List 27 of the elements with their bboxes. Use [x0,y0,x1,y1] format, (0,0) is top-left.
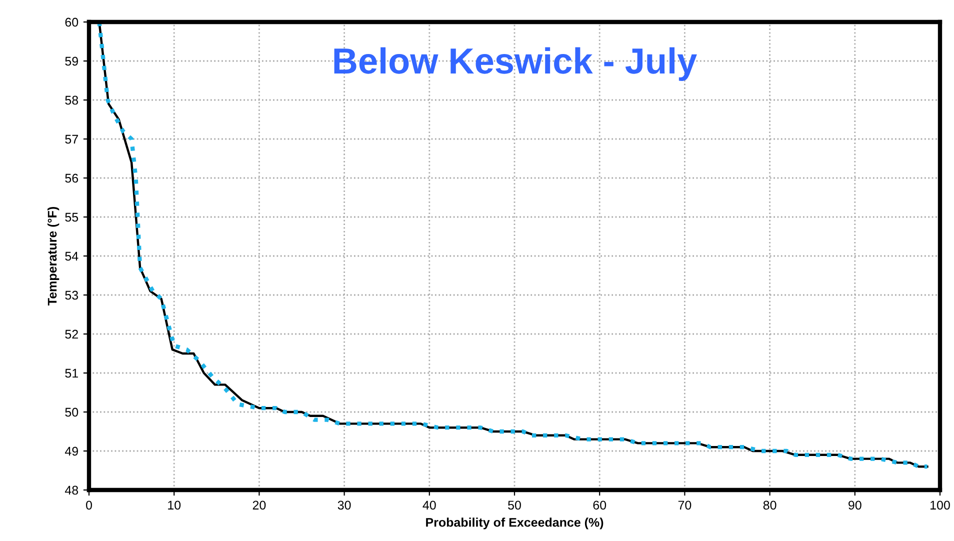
y-tick-label: 51 [65,368,78,378]
y-tick-label: 60 [65,18,78,27]
x-tick-label: 10 [168,500,181,510]
text: Below Keswick - July [334,47,697,81]
x-tick-label: 40 [422,500,436,510]
y-axis-title: Temperature (°F) [47,207,60,306]
x-tick-label: 100 [930,500,950,510]
x-tick-label: 60 [593,500,606,510]
y-tick-label: 50 [65,408,78,417]
y-tick-label: 53 [65,290,78,300]
y-tick-label: 58 [65,96,78,105]
x-tick-label: 70 [678,500,692,510]
x-axis-title: Probability of Exceedance (%) [426,518,604,530]
x-tick-label: 80 [763,500,776,510]
y-tick-label: 57 [65,134,78,144]
x-tick-label: 0 [86,500,92,510]
x-tick-label: 50 [508,500,521,510]
x-tick-label: 20 [252,500,266,510]
y-tick-label: 54 [65,252,78,261]
x-tick-label: 90 [848,500,862,510]
x-tick-label: 30 [338,500,351,510]
y-tick-label: 49 [64,446,78,456]
y-tick-label: 52 [65,330,78,339]
y-tick-label: 56 [65,174,78,183]
y-tick-label: 59 [65,56,78,66]
y-tick-label: 55 [65,212,78,222]
y-tick-label: 48 [64,486,78,495]
